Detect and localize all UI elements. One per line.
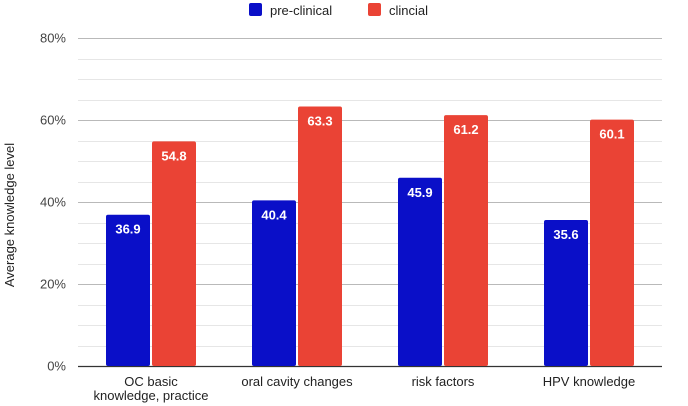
x-category-label: oral cavity changes — [241, 374, 353, 389]
bar-clincial — [444, 115, 488, 366]
x-category-label: HPV knowledge — [543, 374, 636, 389]
bar-value-label: 60.1 — [599, 127, 624, 142]
bar-pre-clinical — [252, 200, 296, 366]
bar-value-label: 63.3 — [307, 113, 332, 128]
bar-value-label: 54.8 — [161, 148, 186, 163]
legend-swatch — [368, 3, 381, 16]
bar-value-label: 36.9 — [115, 222, 140, 237]
bar-pre-clinical — [106, 214, 150, 366]
bar-value-label: 45.9 — [407, 185, 432, 200]
bar-pre-clinical — [398, 177, 442, 366]
y-tick-label: 20% — [40, 277, 66, 292]
y-tick-label: 40% — [40, 195, 66, 210]
y-axis-title: Average knowledge level — [2, 143, 17, 287]
bar-clincial — [590, 119, 634, 366]
bar-clincial — [298, 106, 342, 366]
bar-value-label: 35.6 — [553, 227, 578, 242]
bars-layer — [106, 106, 634, 366]
y-tick-label: 60% — [40, 113, 66, 128]
labels-layer: 0% 20% 40% 60% 80% 36.9 54.8 OC basicknowledge,… — [40, 31, 635, 404]
x-category-label: risk factors — [412, 374, 475, 389]
bar-pre-clinical — [544, 220, 588, 366]
legend: pre-clinical clincial — [249, 3, 428, 18]
bar-value-label: 61.2 — [453, 122, 478, 137]
bar-value-label: 40.4 — [261, 207, 287, 222]
bar-clincial — [152, 141, 196, 366]
legend-swatch — [249, 3, 262, 16]
x-category-label: knowledge, practice — [94, 388, 209, 403]
x-category-label: OC basic — [124, 374, 178, 389]
y-tick-label: 80% — [40, 31, 66, 46]
legend-label: clincial — [389, 3, 428, 18]
y-tick-label: 0% — [47, 359, 66, 374]
legend-label: pre-clinical — [270, 3, 332, 18]
